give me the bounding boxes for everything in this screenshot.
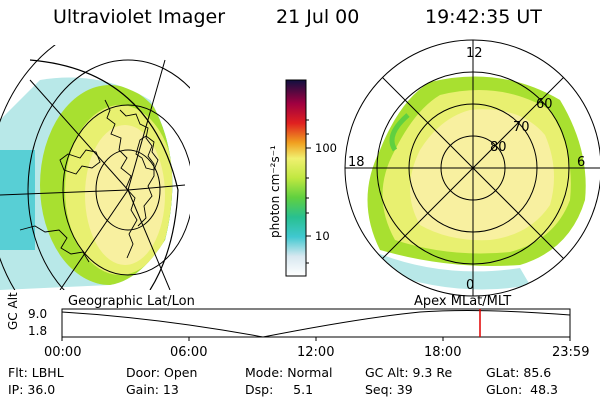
instrument-title: Ultraviolet Imager (53, 6, 226, 28)
xtick-1200: 12:00 (297, 345, 335, 360)
colorbar (285, 79, 311, 277)
mlat-label-70: 70 (513, 120, 530, 135)
info-mode: Mode: Normal (245, 365, 333, 380)
info-gain: Gain: 13 (126, 382, 179, 397)
xtick-1800: 18:00 (424, 345, 462, 360)
info-dsp: Dsp: 5.1 (245, 382, 314, 397)
info-filter: Flt: LBHL (8, 365, 64, 380)
observation-date: 21 Jul 00 (276, 6, 360, 28)
mlt-label-18: 18 (348, 155, 365, 170)
info-glat: GLat: 85.6 (486, 365, 552, 380)
mlt-label-12: 12 (466, 46, 483, 61)
xtick-2359: 23:59 (552, 345, 590, 360)
info-seq: Seq: 39 (365, 382, 413, 397)
xtick-0600: 06:00 (170, 345, 208, 360)
timeseries-ylabel: GC Alt (6, 292, 20, 330)
colorbar-tick-10: 10 (315, 229, 330, 243)
mlat-label-80: 80 (490, 140, 507, 155)
info-ip: IP: 36.0 (8, 382, 56, 397)
mlt-label-0: 0 (466, 278, 475, 293)
apex-map-label: Apex MLat/MLT (414, 294, 512, 309)
info-gc-alt: GC Alt: 9.3 Re (365, 365, 453, 380)
observation-time: 19:42:35 UT (425, 6, 542, 28)
geographic-map-label: Geographic Lat/Lon (68, 294, 195, 309)
ytick-9: 9.0 (28, 307, 48, 321)
mlt-label-6: 6 (577, 155, 586, 170)
info-door: Door: Open (126, 365, 198, 380)
mlat-label-60: 60 (536, 97, 553, 112)
xtick-0000: 00:00 (44, 345, 82, 360)
ytick-1-8: 1.8 (28, 324, 48, 338)
colorbar-tick-100: 100 (315, 141, 337, 155)
info-glon: GLon: 48.3 (486, 382, 558, 397)
